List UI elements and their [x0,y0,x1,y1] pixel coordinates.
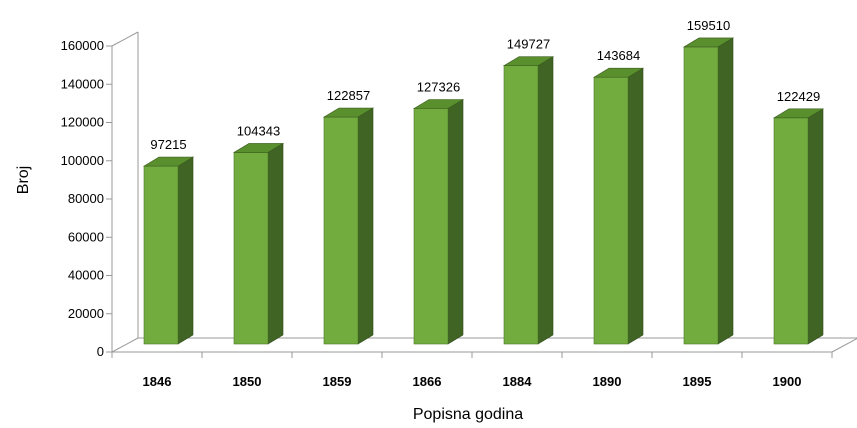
bar-side [177,156,194,345]
y-tick-label: 40000 [68,268,104,283]
bar-side [627,67,644,345]
bar-top [682,37,735,48]
bar-1866 [412,98,465,345]
bar-1859 [322,107,375,345]
data-label: 127326 [417,79,460,94]
y-tick-label: 140000 [61,76,104,91]
bar-1884 [502,56,555,345]
data-labels: 97215 104343 122857 127326 149727 143684 15951… [150,18,820,152]
bar-front [143,165,179,345]
bar-front [413,108,449,345]
data-label: 149727 [507,37,550,52]
bar-top [772,108,825,119]
bar-side [717,37,734,345]
bar-front [683,46,719,345]
bar-front [593,76,629,345]
data-label: 122429 [777,89,820,104]
bar-top [322,107,375,118]
bar-top [502,56,555,66]
y-tick-label: 0 [97,344,104,359]
bar-1900 [772,108,825,345]
x-tick-label: 1846 [143,374,172,389]
y-axis-top-connector [111,31,139,47]
bar-side [537,56,554,345]
bar-top [592,67,645,78]
data-label: 159510 [687,18,730,33]
bar-front [233,152,269,345]
bar-top [232,143,285,153]
x-tick-labels: 1846 1850 1859 1866 1884 1890 1895 1900 [143,374,802,389]
x-tick-label: 1895 [683,374,712,389]
data-label: 122857 [327,88,370,103]
x-tick-label: 1859 [323,374,352,389]
y-axis-title: Broj [15,166,32,194]
bar-side [447,98,464,345]
y-tick-label: 160000 [61,38,104,53]
x-axis-title: Popisna godina [413,406,523,423]
bar-side [807,108,824,345]
bar-front [773,117,809,345]
y-tick-labels: 0 20000 40000 60000 80000 100000 120000 140000 1… [61,38,833,359]
axes [111,31,857,353]
x-tick-label: 1850 [233,374,262,389]
bar-side [357,107,374,345]
y-tick-label: 60000 [68,229,104,244]
bar-side [267,142,284,345]
bar-front [503,65,539,345]
bar-1846 [142,156,195,345]
data-label: 143684 [597,48,640,63]
floor-right-connector [831,337,857,353]
y-tick-label: 20000 [68,306,104,321]
bar-1850 [232,142,285,345]
floor-left-connector [111,337,139,353]
x-tick-label: 1890 [593,374,622,389]
bar-1890 [592,67,645,345]
x-tick-label: 1884 [503,374,533,389]
bar-top [142,156,195,167]
bar-front [323,116,359,345]
bar-top [412,99,465,109]
y-tick-label: 80000 [68,191,104,206]
x-tick-label: 1866 [413,374,442,389]
bar-1895 [682,37,735,345]
y-tick-label: 100000 [61,153,104,168]
y-tick-label: 120000 [61,115,104,130]
data-label: 97215 [150,137,186,152]
x-tick-label: 1900 [773,374,802,389]
data-label: 104343 [237,123,280,138]
bars [142,37,825,345]
